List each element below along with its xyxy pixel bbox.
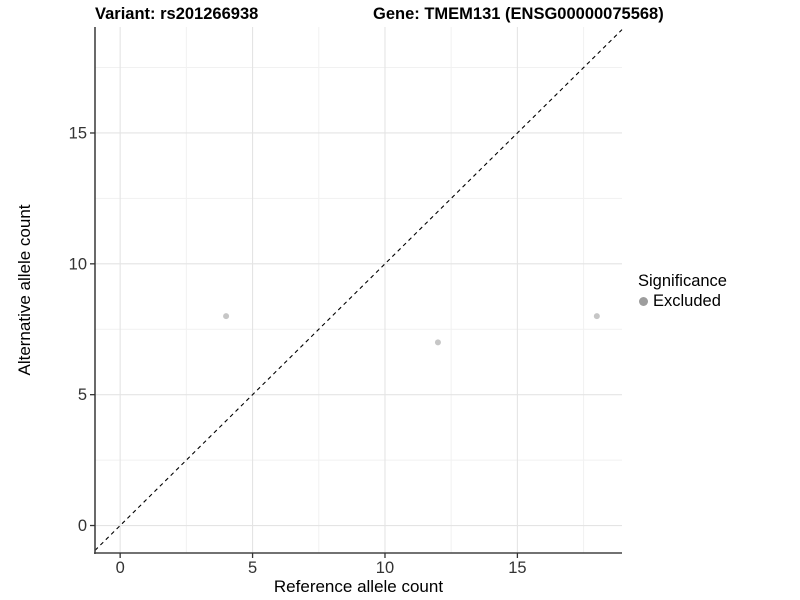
x-tick-label: 10 <box>376 559 394 577</box>
legend-entry-excluded: Excluded <box>638 292 727 311</box>
plot-title-gene: Gene: TMEM131 (ENSG00000075568) <box>373 5 664 23</box>
plot-title-variant: Variant: rs201266938 <box>95 5 259 23</box>
legend: Significance Excluded <box>638 272 727 311</box>
legend-title: Significance <box>638 272 727 290</box>
x-tick-label: 15 <box>508 559 526 577</box>
data-point <box>434 339 441 346</box>
x-axis-label: Reference allele count <box>273 577 444 596</box>
y-tick-label: 15 <box>69 124 87 142</box>
identity-line <box>94 29 623 551</box>
y-axis-label: Alternative allele count <box>15 204 34 376</box>
y-tick-label: 10 <box>69 255 87 273</box>
legend-entry-label: Excluded <box>653 292 721 310</box>
y-tick-label: 0 <box>78 517 87 535</box>
y-tick-label: 5 <box>78 386 87 404</box>
data-point <box>593 313 600 320</box>
x-tick-label: 5 <box>248 559 257 577</box>
data-point <box>223 313 230 320</box>
x-tick-label: 0 <box>116 559 125 577</box>
legend-key-dot <box>639 297 648 306</box>
